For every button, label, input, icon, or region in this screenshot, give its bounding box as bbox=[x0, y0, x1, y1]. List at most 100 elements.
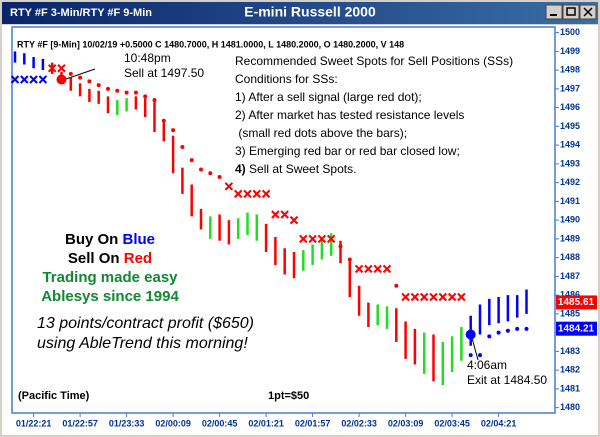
stop-x bbox=[10, 75, 20, 84]
annotation: 4:06am bbox=[467, 358, 507, 372]
y-tick-label: 1486 bbox=[560, 290, 580, 300]
maximize-button[interactable] bbox=[562, 4, 580, 20]
profit-text: 13 points/contract profit ($650) bbox=[37, 315, 254, 332]
y-tick-label: 1490 bbox=[560, 215, 580, 225]
y-tick-label: 1492 bbox=[560, 177, 580, 187]
y-tick-label: 1483 bbox=[560, 346, 580, 356]
stop-x bbox=[401, 292, 410, 302]
note: 4) Sell at Sweet Spots. bbox=[235, 162, 356, 176]
stop-x bbox=[373, 264, 382, 274]
stop-x bbox=[224, 182, 234, 191]
stop-x bbox=[382, 264, 392, 274]
stop-dot bbox=[487, 334, 492, 339]
label: Red bbox=[124, 250, 152, 267]
stop-dot bbox=[152, 98, 157, 103]
tagline: Ablesys since 1994 bbox=[41, 288, 179, 305]
y-tick-label: 1487 bbox=[560, 271, 580, 281]
y-tick-label: 1482 bbox=[560, 365, 580, 375]
profit-text: using AbleTrend this morning! bbox=[37, 335, 248, 352]
stop-dot bbox=[133, 90, 138, 95]
plot-frame bbox=[11, 26, 556, 414]
signal-dot bbox=[465, 329, 476, 340]
note: Conditions for SSs: bbox=[235, 72, 338, 86]
x-tick-label: 02/02:33 bbox=[341, 418, 377, 428]
stop-x bbox=[29, 75, 38, 84]
stop-x bbox=[457, 292, 466, 302]
stop-x bbox=[243, 189, 252, 199]
stop-x bbox=[20, 75, 29, 84]
stop-dot bbox=[124, 90, 129, 95]
stop-x bbox=[326, 234, 336, 244]
stop-dot bbox=[189, 158, 194, 163]
minimize-button[interactable] bbox=[545, 4, 563, 20]
stop-dot bbox=[106, 86, 110, 91]
note: Recommended Sweet Spots for Sell Positio… bbox=[235, 54, 513, 68]
sell-label: Sell On Red bbox=[68, 250, 152, 267]
x-tick-label: 01/22:21 bbox=[16, 418, 52, 428]
stop-x bbox=[317, 234, 327, 244]
annotation: Sell at 1497.50 bbox=[124, 66, 204, 80]
stop-x bbox=[354, 264, 364, 274]
stop-dot bbox=[115, 88, 120, 93]
note-text: Sell at Sweet Spots. bbox=[249, 162, 356, 176]
stop-dot bbox=[68, 71, 73, 76]
signal-dot bbox=[56, 74, 67, 85]
label: Sell On bbox=[68, 250, 120, 267]
stop-dot bbox=[478, 353, 482, 358]
stop-dot bbox=[199, 167, 203, 172]
stop-x bbox=[438, 292, 448, 302]
stop-x bbox=[57, 64, 66, 73]
note: 3) Emerging red bar or red bar closed lo… bbox=[235, 144, 460, 158]
stop-dot bbox=[78, 75, 83, 80]
y-tick-label: 1497 bbox=[560, 83, 580, 93]
point-value: 1pt=$50 bbox=[268, 390, 309, 402]
x-tick-label: 02/03:45 bbox=[434, 418, 470, 428]
x-tick-label: 01/22:57 bbox=[62, 418, 98, 428]
stop-dot bbox=[161, 118, 166, 123]
x-tick-label: 02/00:09 bbox=[155, 418, 191, 428]
y-tick-label: 1491 bbox=[560, 196, 580, 206]
stop-x bbox=[447, 292, 457, 302]
x-tick-label: 02/03:09 bbox=[388, 418, 424, 428]
y-tick-label: 1498 bbox=[560, 65, 580, 75]
stop-x bbox=[299, 234, 308, 244]
stop-dot bbox=[496, 330, 501, 335]
note: 1) After a sell signal (large red dot); bbox=[235, 90, 422, 104]
stop-x bbox=[271, 210, 280, 219]
tagline: Trading made easy bbox=[42, 269, 178, 286]
stop-dot bbox=[96, 83, 101, 88]
price-label: 1484.21 bbox=[558, 323, 595, 334]
stop-dot bbox=[347, 257, 352, 262]
stop-dot bbox=[468, 353, 473, 358]
notes: Recommended Sweet Spots for Sell Positio… bbox=[235, 54, 513, 176]
y-tick-label: 1489 bbox=[560, 233, 580, 243]
stop-dot bbox=[524, 326, 529, 331]
label: Buy On bbox=[65, 231, 118, 248]
chart-title: E-mini Russell 2000 bbox=[244, 4, 376, 20]
stop-x bbox=[289, 215, 299, 225]
y-tick-label: 1481 bbox=[560, 383, 580, 393]
stop-x bbox=[410, 292, 420, 302]
stop-dot bbox=[180, 145, 185, 149]
x-tick-label: 02/04:21 bbox=[481, 418, 517, 428]
stop-dot bbox=[143, 94, 148, 99]
price-label-box bbox=[556, 321, 597, 336]
stop-x bbox=[364, 264, 373, 274]
x-tick-label: 02/01:57 bbox=[295, 418, 331, 428]
y-tick-label: 1480 bbox=[560, 402, 580, 412]
window-buttons[interactable] bbox=[545, 4, 597, 20]
stop-dot bbox=[87, 79, 92, 84]
y-tick-label: 1499 bbox=[560, 46, 580, 56]
stop-x bbox=[47, 64, 57, 73]
annotation: Exit at 1484.50 bbox=[467, 373, 547, 387]
arrow bbox=[471, 337, 479, 361]
stop-dot bbox=[338, 244, 343, 249]
timezone: (Pacific Time) bbox=[18, 390, 90, 402]
stop-dot bbox=[171, 128, 176, 133]
note-number: 4) bbox=[235, 162, 246, 176]
stop-x bbox=[38, 75, 48, 84]
y-tick-label: 1488 bbox=[560, 252, 580, 262]
price-label-box bbox=[556, 295, 597, 310]
header: RTY #F [9-Min] 10/02/19 +0.5000 C 1480.7… bbox=[17, 39, 404, 49]
